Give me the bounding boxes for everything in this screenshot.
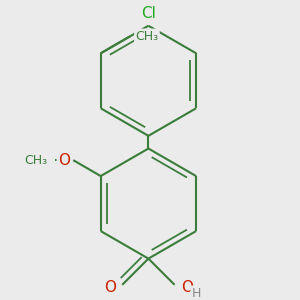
Text: O: O xyxy=(58,153,70,168)
Text: H: H xyxy=(191,287,201,300)
Text: CH₃: CH₃ xyxy=(135,30,158,43)
Text: O: O xyxy=(104,280,116,296)
Text: Cl: Cl xyxy=(141,5,156,20)
Text: O: O xyxy=(181,280,193,296)
Text: CH₃: CH₃ xyxy=(25,154,48,167)
